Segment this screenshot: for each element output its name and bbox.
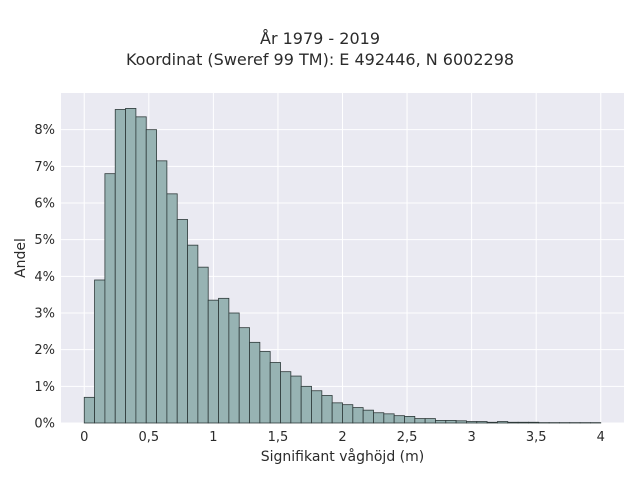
histogram-bar [145,129,157,424]
histogram-bar [517,421,529,424]
histogram-bar [135,116,147,424]
chart-title: År 1979 - 2019 [260,29,380,48]
y-tick-label: 6% [34,197,55,212]
histogram-bar [383,413,395,424]
x-axis-label: Signifikant våghöjd (m) [261,448,424,465]
x-tick-label: 3 [467,430,475,445]
histogram-bar [414,418,426,424]
histogram-bar [486,421,498,424]
x-tick-label: 3,5 [526,430,547,445]
histogram-bar [280,371,292,424]
histogram-bar [104,173,116,424]
histogram-bar [435,420,447,424]
histogram-bar [290,375,302,424]
y-tick-label: 7% [34,160,55,175]
histogram-bar [269,362,281,424]
x-tick-label: 1,5 [268,430,289,445]
y-tick-label: 5% [34,233,55,248]
histogram-bar [455,420,467,424]
histogram-bar [362,409,374,424]
y-tick-label: 0% [34,417,55,432]
histogram-bar [528,421,540,424]
histogram-bar [507,421,519,424]
histogram-bar [187,244,199,424]
y-axis-label: Andel [13,238,29,278]
histogram-bar [476,421,488,424]
histogram-bar [83,396,95,424]
histogram-bar [497,421,509,424]
histogram-bar [424,418,436,424]
histogram-bar [373,412,385,424]
histogram-bar [156,160,168,424]
histogram-bar [300,385,312,424]
y-tick-label: 3% [34,307,55,322]
histogram-bar [393,415,405,424]
y-tick-label: 4% [34,270,55,285]
histogram-bar [404,415,416,424]
histogram-bar [228,312,240,424]
histogram-bar [197,266,209,424]
histogram-bar [259,351,271,424]
histogram-bar [321,395,333,424]
x-tick-label: 0 [80,430,88,445]
histogram-bar [331,402,343,424]
tick-labels: 0 0,5 1 1,5 2 2,5 3 3,5 4 0% 1% 2% 3% 4% 5% 6% 7% 8% [34,123,605,445]
x-tick-label: 0,5 [138,430,159,445]
y-tick-label: 2% [34,343,55,358]
histogram-bar [218,297,230,424]
histogram-bar [207,299,219,424]
histogram-bar [176,219,188,424]
histogram-bar [125,108,137,424]
histogram-bar [352,407,364,424]
histogram-bar [114,109,126,424]
x-tick-label: 4 [597,430,605,445]
histogram-bar [238,327,250,424]
x-tick-label: 1 [209,430,217,445]
histogram-bar [342,404,354,424]
histogram-bar [166,193,178,424]
bars [83,108,602,424]
x-tick-label: 2 [338,430,346,445]
histogram-bar [445,420,457,424]
y-tick-label: 8% [34,123,55,138]
y-tick-label: 1% [34,380,55,395]
histogram-bar [249,341,261,424]
chart-subtitle: Koordinat (Sweref 99 TM): E 492446, N 60… [125,50,515,69]
x-tick-label: 2,5 [397,430,418,445]
histogram-bar [94,279,106,424]
histogram-bar [311,390,323,424]
histogram-bar [466,421,478,424]
